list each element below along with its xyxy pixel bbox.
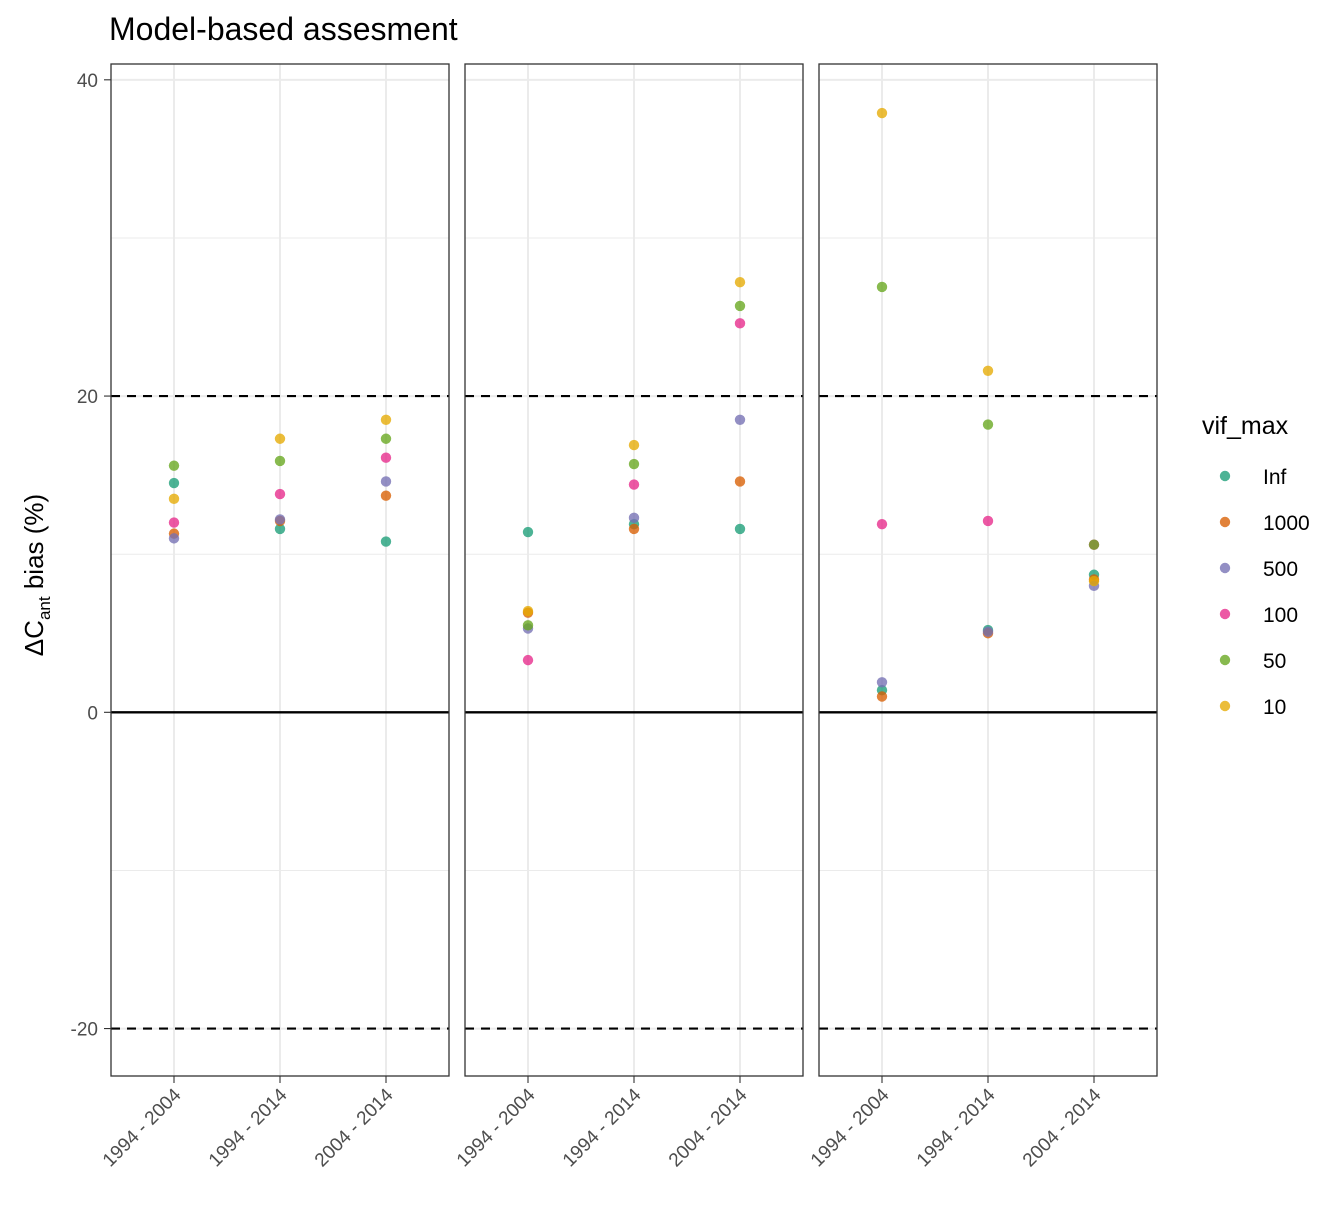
data-point-100 (274, 488, 286, 500)
y-axis-label: ΔCant bias (%) (19, 494, 54, 656)
legend-key (1219, 608, 1231, 620)
data-point-50 (628, 458, 640, 470)
data-point-100 (522, 654, 534, 666)
y-axis-label-suffix: bias (%) (19, 494, 49, 597)
legend-label: 50 (1263, 650, 1286, 673)
data-point-50 (522, 620, 534, 631)
data-point-50 (380, 433, 392, 444)
y-axis-label-prefix: ΔC (19, 620, 49, 656)
x-tick-label: 1994 - 2004 (807, 1084, 894, 1171)
legend-label: 10 (1263, 696, 1286, 719)
data-point-50 (876, 281, 888, 293)
data-point-50 (168, 460, 180, 471)
data-point-1000 (734, 476, 746, 487)
y-axis-ticks: -20 0 20 40 (71, 71, 111, 1041)
y-tick-label: 0 (87, 703, 98, 724)
x-tick-label: 2004 - 2014 (665, 1084, 752, 1171)
data-point-500 (628, 512, 640, 524)
legend-item-1000: 1000 (1219, 512, 1310, 535)
data-point-500 (876, 677, 888, 688)
x-tick-label: 1994 - 2004 (453, 1084, 540, 1171)
data-point-500 (168, 533, 180, 544)
panel-2: 1994 - 2004 1994 - 2014 2004 - 2014 (453, 63, 804, 1171)
legend-item-500: 500 (1219, 558, 1298, 581)
data-point-100 (380, 452, 392, 463)
data-point-500 (380, 476, 392, 487)
data-point-10 (628, 439, 640, 451)
data-point-500 (734, 414, 746, 425)
data-point-10 (380, 414, 392, 425)
legend-label: 100 (1263, 604, 1298, 627)
legend-key (1219, 654, 1231, 666)
data-point-100 (982, 515, 994, 527)
y-tick-label: 40 (77, 71, 98, 92)
data-point-50 (734, 300, 746, 312)
legend-item-50: 50 (1219, 650, 1286, 673)
legend-key (1219, 516, 1231, 528)
data-point-500 (274, 514, 286, 525)
y-tick-label: 20 (77, 387, 98, 408)
x-tick-label: 1994 - 2014 (205, 1084, 292, 1171)
legend-label: 500 (1263, 558, 1298, 581)
x-tick-label: 2004 - 2014 (1019, 1084, 1106, 1171)
data-point-10 (734, 277, 746, 288)
legend-item-inf: Inf (1219, 466, 1287, 489)
data-point-50 (1088, 539, 1100, 550)
legend-key (1219, 700, 1231, 712)
data-point-100 (876, 518, 888, 530)
y-tick-label: -20 (71, 1020, 98, 1041)
data-point-50 (982, 419, 994, 430)
panels: 1994 - 2004 1994 - 2014 2004 - 2014 1994 - … (99, 63, 1158, 1171)
x-tick-label: 2004 - 2014 (311, 1084, 398, 1171)
legend-label: Inf (1263, 466, 1287, 489)
data-point-10 (168, 493, 180, 505)
data-point-10 (522, 605, 534, 617)
x-tick-label: 1994 - 2004 (99, 1084, 186, 1171)
data-point-10 (876, 107, 888, 119)
x-tick-label: 1994 - 2014 (559, 1084, 646, 1171)
data-point-50 (274, 455, 286, 467)
data-point-inf (274, 523, 286, 535)
data-point-inf (734, 523, 746, 535)
data-point-100 (628, 479, 640, 490)
data-point-100 (734, 318, 746, 329)
data-point-1000 (380, 490, 392, 501)
legend-title: vif_max (1202, 412, 1289, 440)
y-axis-label-subscript: ant (35, 596, 54, 620)
data-point-500 (982, 626, 994, 637)
data-point-inf (522, 526, 534, 538)
x-tick-label: 1994 - 2014 (913, 1084, 1000, 1171)
panel-3: 1994 - 2004 1994 - 2014 2004 - 2014 (807, 63, 1158, 1171)
legend-key (1219, 562, 1231, 574)
legend-item-10: 10 (1219, 696, 1286, 719)
data-point-1000 (876, 691, 888, 702)
data-point-inf (380, 536, 392, 547)
data-point-100 (168, 517, 180, 528)
chart-title: Model-based assesment (109, 11, 458, 47)
legend-label: 1000 (1263, 512, 1310, 535)
data-point-10 (982, 365, 994, 376)
data-point-10 (1088, 575, 1100, 587)
data-point-1000 (628, 523, 640, 535)
data-point-10 (274, 433, 286, 444)
legend-item-100: 100 (1219, 604, 1298, 627)
panel-1: 1994 - 2004 1994 - 2014 2004 - 2014 (99, 63, 450, 1171)
legend-key (1219, 470, 1231, 482)
legend-items: Inf 1000 500 100 50 10 (1219, 466, 1310, 719)
data-point-inf (168, 477, 180, 489)
legend: vif_max Inf 1000 500 100 50 10 (1202, 412, 1310, 719)
